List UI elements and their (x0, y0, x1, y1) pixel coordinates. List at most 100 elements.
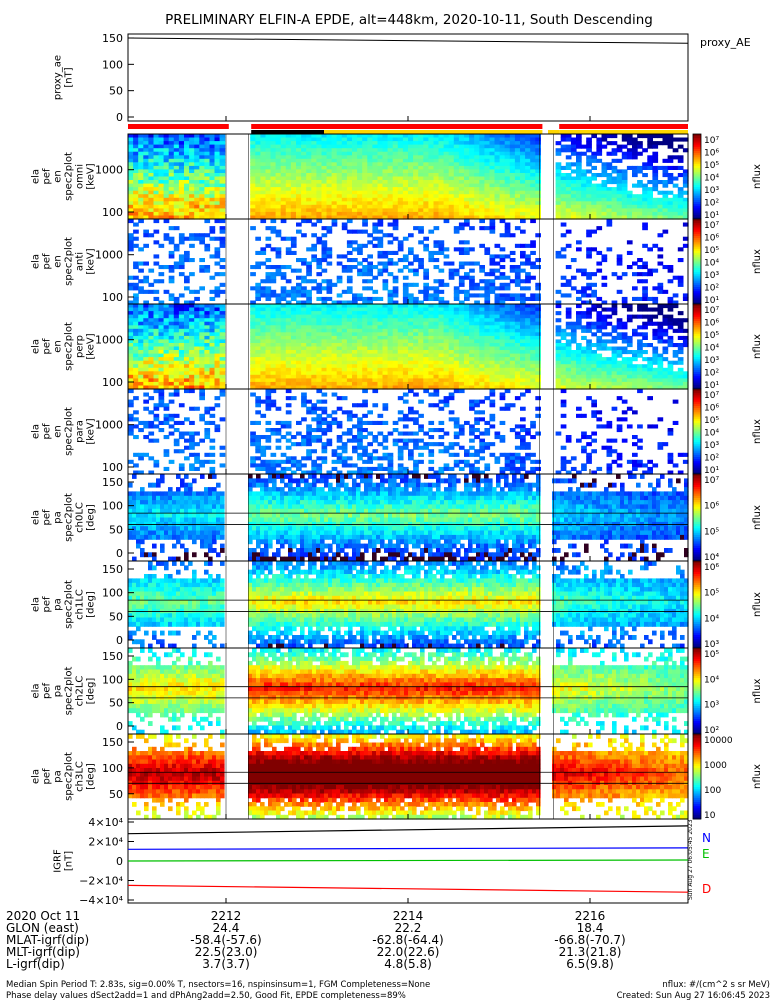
spectrogram-cell (525, 254, 531, 259)
spectrogram-cell (428, 367, 435, 372)
spectrogram-cell (326, 151, 333, 156)
spectrogram-cell (290, 321, 297, 326)
spectrogram-cell (138, 151, 144, 156)
spectrogram-cell (433, 137, 440, 142)
spectrogram-cell (397, 371, 404, 376)
spectrogram-cell (413, 176, 419, 181)
spectrogram-cell (647, 162, 653, 167)
spectrogram-cell (362, 222, 368, 227)
spectrogram-cell (367, 328, 373, 333)
spectrogram-cell (453, 134, 460, 139)
spectrogram-cell (306, 279, 312, 284)
spectrogram-cell (219, 211, 226, 216)
spectrogram-cell (443, 304, 450, 309)
proxy-ae-right-label: proxy_AE (700, 36, 751, 49)
spectrogram-cell (270, 350, 277, 355)
spectrogram-cell (474, 328, 480, 333)
spectrogram-cell (128, 158, 134, 163)
spectrogram-cell (413, 367, 419, 372)
spectrogram-cell (402, 385, 409, 390)
spectrogram-cell (346, 219, 353, 224)
spectrogram-cell (265, 176, 272, 181)
spectrogram-cell (682, 204, 689, 209)
spectrogram-cell (301, 162, 307, 167)
spectrogram-cell (438, 304, 445, 309)
spectrogram-cell (657, 180, 664, 185)
spectrogram-cell (464, 346, 470, 351)
spectrogram-cell (316, 219, 323, 224)
colorbar-cell (693, 176, 701, 180)
spectrogram-cell (199, 173, 205, 178)
spectrogram-cell (525, 339, 531, 344)
spectrogram-cell (138, 289, 144, 294)
spectrogram-cell (397, 187, 404, 192)
spectrogram-cell (133, 311, 139, 316)
spectrogram-cell (489, 187, 496, 192)
spectrogram-cell (596, 194, 603, 199)
spectrogram-cell (143, 325, 149, 330)
spectrogram-cell (647, 272, 653, 277)
spectrogram-cell (331, 204, 338, 209)
colorbar-cell (693, 180, 701, 184)
spectrogram-cell (392, 204, 399, 209)
spectrogram-cell (413, 328, 419, 333)
spectrogram-cell (301, 339, 307, 344)
spectrogram-cell (143, 134, 149, 139)
spectrogram-cell (662, 229, 669, 234)
spectrogram-cell (214, 250, 221, 255)
spectrogram-cell (296, 137, 302, 142)
spectrogram-cell (296, 201, 302, 206)
spectrogram-cell (204, 364, 211, 369)
spectrogram-cell (377, 261, 384, 266)
spectrogram-cell (418, 144, 424, 149)
spectrogram-cell (387, 378, 394, 383)
spectrogram-cell (280, 367, 287, 372)
spectrogram-cell (270, 321, 277, 326)
spectrogram-cell (280, 350, 287, 355)
spectrogram-cell (392, 318, 399, 323)
spectrogram-cell (499, 190, 506, 195)
spectrogram-cell (209, 226, 216, 231)
spectrogram-cell (428, 169, 435, 174)
spectrogram-cell (367, 144, 373, 149)
spectrogram-cell (189, 211, 195, 216)
spectrogram-cell (336, 134, 343, 139)
spectrogram-cell (576, 180, 582, 185)
spectrogram-cell (290, 144, 297, 149)
spectrogram-cell (581, 194, 587, 199)
spectrogram-cell (199, 148, 205, 153)
spectrogram-cell (219, 226, 226, 231)
spectrogram-cell (311, 173, 317, 178)
spectrogram-cell (667, 268, 674, 273)
spectrogram-cell (484, 158, 491, 163)
spectrogram-cell (163, 385, 170, 390)
spectrogram-cell (189, 311, 195, 316)
spectrogram-cell (377, 360, 384, 365)
spectrogram-cell (464, 144, 470, 149)
spectrogram-cell (433, 243, 440, 248)
spectrogram-cell (143, 339, 149, 344)
spectrogram-cell (367, 190, 373, 195)
spectrogram-cell (321, 378, 328, 383)
spectrogram-cell (525, 183, 531, 188)
spectrogram-cell (296, 318, 302, 323)
spectrogram-cell (301, 357, 307, 362)
spectrogram-cell (219, 328, 226, 333)
spectrogram-cell (346, 374, 353, 379)
spectrogram-cell (209, 335, 216, 340)
spectrogram-cell (596, 261, 603, 266)
spectrogram-cell (413, 215, 419, 220)
spectrogram-cell (469, 201, 475, 206)
spectrogram-cell (382, 332, 389, 337)
spectrogram-cell (530, 144, 536, 149)
colorbar-cell (693, 250, 701, 254)
spectrogram-cell (153, 204, 160, 209)
spectrogram-cell (392, 286, 399, 291)
spectrogram-cell (535, 137, 541, 142)
spectrogram-cell (438, 300, 445, 305)
spectrogram-cell (616, 190, 623, 195)
spectrogram-cell (596, 201, 603, 206)
spectrogram-cell (474, 282, 480, 287)
spectrogram-cell (326, 353, 333, 358)
spectrogram-cell (194, 321, 200, 326)
